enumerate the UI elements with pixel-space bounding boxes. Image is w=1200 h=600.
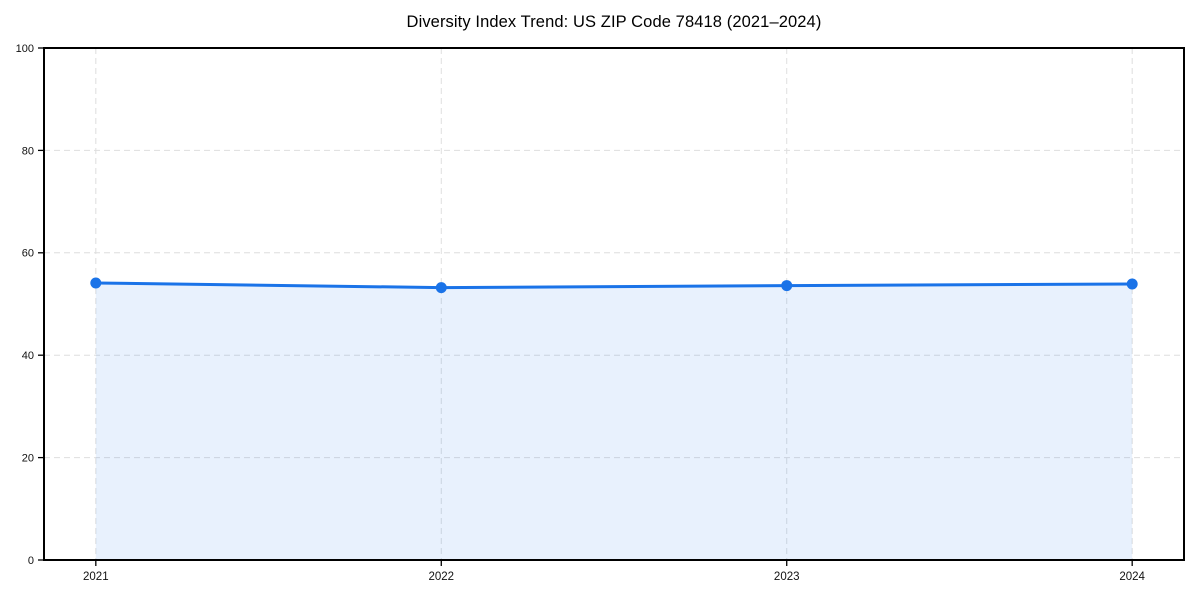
y-tick-label-0: 0	[28, 555, 34, 567]
data-point-2023	[781, 280, 793, 292]
y-tick-label-100: 100	[16, 43, 34, 55]
series-area-fill	[95, 283, 1133, 560]
data-point-2022	[435, 282, 447, 294]
y-tick-label-80: 80	[22, 145, 34, 157]
data-point-2021	[90, 277, 102, 289]
x-tick-label-2024: 2024	[1119, 571, 1145, 583]
x-tick-label-2021: 2021	[83, 571, 109, 583]
series-line	[94, 281, 1134, 290]
chart-title: Diversity Index Trend: US ZIP Code 78418…	[406, 13, 822, 31]
y-tick-label-20: 20	[22, 452, 34, 464]
data-point-2024	[1126, 278, 1138, 290]
x-tick-label-2023: 2023	[774, 571, 800, 583]
plot-border	[43, 47, 1185, 561]
y-tick-label-60: 60	[22, 248, 34, 260]
y-tick-label-40: 40	[22, 350, 34, 362]
x-tick-label-2022: 2022	[428, 571, 454, 583]
